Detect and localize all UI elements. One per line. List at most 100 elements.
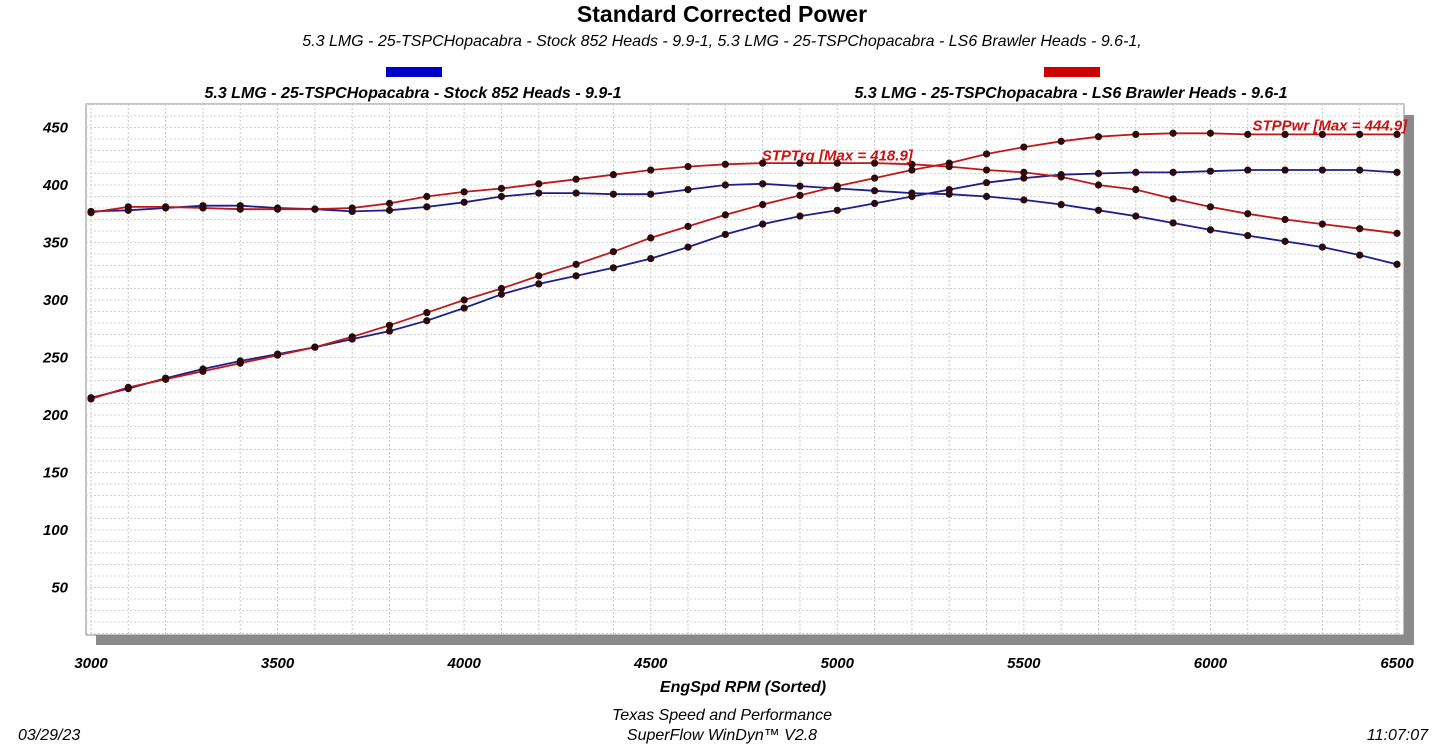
data-point	[1318, 130, 1326, 138]
series-line-3	[90, 132, 1397, 400]
annotation-label: STPPwr [Max = 444.9]	[1253, 117, 1409, 134]
y-tick-label: 300	[43, 292, 69, 309]
data-point	[871, 187, 879, 195]
data-point	[1169, 129, 1177, 137]
data-point	[647, 190, 655, 198]
data-point	[311, 343, 319, 351]
legend-swatch-stock	[386, 67, 442, 77]
y-tick-label: 350	[43, 235, 69, 252]
data-point	[497, 184, 506, 193]
data-point	[385, 206, 394, 214]
data-point	[423, 317, 431, 325]
data-point	[684, 163, 692, 171]
data-point	[721, 160, 729, 168]
data-point	[833, 182, 841, 190]
annotations: STPTrq [Max = 418.9] STPPwr [Max = 444.9]	[762, 117, 1408, 164]
data-point	[87, 395, 95, 403]
data-point	[1206, 226, 1215, 234]
data-point	[908, 166, 916, 174]
data-point	[1169, 168, 1177, 176]
data-point	[348, 333, 356, 341]
data-point	[1094, 206, 1103, 214]
x-tick-label: 5500	[1007, 655, 1041, 672]
data-point	[1057, 200, 1065, 209]
data-point	[236, 205, 244, 213]
x-tick-label: 3000	[74, 655, 108, 672]
data-point	[1020, 196, 1028, 204]
y-tick-label: 100	[43, 522, 69, 539]
legend-swatch-ls6	[1044, 67, 1100, 77]
data-point	[1393, 260, 1401, 268]
y-tick-label: 400	[42, 177, 69, 194]
data-point	[1169, 219, 1177, 227]
data-point	[535, 272, 543, 280]
data-point	[423, 192, 431, 201]
data-point	[273, 205, 282, 213]
data-point	[982, 150, 991, 158]
data-point	[535, 189, 543, 197]
data-point	[423, 203, 431, 211]
annotation-label: STPTrq [Max = 418.9]	[762, 147, 914, 164]
chart-title: Standard Corrected Power	[577, 1, 867, 27]
data-point	[1132, 130, 1140, 138]
data-point	[535, 180, 543, 188]
chart-subtitle: 5.3 LMG - 25-TSPCHopacabra - Stock 852 H…	[302, 33, 1141, 50]
data-point	[796, 191, 804, 199]
data-point	[982, 192, 991, 201]
data-point	[572, 272, 580, 280]
x-tick-label: 4000	[446, 655, 481, 672]
data-point	[87, 209, 95, 217]
data-point	[497, 192, 506, 201]
data-point	[1393, 168, 1401, 176]
data-point	[535, 280, 543, 288]
data-point	[982, 166, 991, 174]
data-point	[1206, 203, 1215, 211]
data-point	[609, 248, 618, 256]
data-point	[1206, 129, 1215, 137]
y-tick-label: 450	[42, 120, 69, 137]
data-point	[460, 198, 468, 206]
x-tick-label: 4500	[633, 655, 668, 672]
y-tick-label: 200	[42, 407, 69, 424]
data-point	[796, 159, 804, 167]
data-point	[684, 243, 692, 251]
data-point	[759, 180, 767, 188]
data-point	[982, 179, 991, 187]
x-tick-label: 6000	[1194, 655, 1228, 672]
x-tick-label: 3500	[261, 655, 295, 672]
data-point	[1057, 173, 1065, 181]
data-point	[1318, 243, 1326, 251]
data-point	[1318, 220, 1326, 228]
series-layer	[87, 129, 1401, 403]
data-point	[273, 351, 282, 359]
plot-area	[85, 103, 1405, 636]
x-axis-ticks: 3000 3500 4000 4500 5000 5500 6000 6500	[74, 655, 1414, 672]
data-point	[1393, 229, 1401, 237]
data-point	[1356, 225, 1364, 233]
data-point	[1132, 168, 1140, 176]
data-point	[1318, 166, 1326, 174]
data-point	[647, 234, 655, 242]
data-point	[311, 205, 319, 213]
data-point	[1281, 166, 1289, 174]
data-point	[1206, 167, 1215, 175]
data-point	[460, 188, 468, 196]
data-point	[460, 296, 468, 304]
data-point	[1057, 137, 1065, 145]
data-point	[759, 200, 767, 209]
data-point	[759, 159, 767, 167]
data-point	[1244, 130, 1252, 138]
data-point	[1356, 251, 1364, 259]
data-point	[759, 220, 767, 228]
y-tick-label: 50	[51, 580, 68, 597]
data-point	[162, 375, 170, 383]
data-point	[572, 175, 580, 183]
data-point	[1094, 169, 1103, 178]
data-point	[1169, 195, 1177, 203]
data-point	[124, 383, 132, 391]
y-tick-label: 150	[43, 465, 69, 482]
data-point	[1094, 133, 1103, 141]
data-point	[1356, 130, 1364, 138]
data-point	[945, 159, 953, 167]
